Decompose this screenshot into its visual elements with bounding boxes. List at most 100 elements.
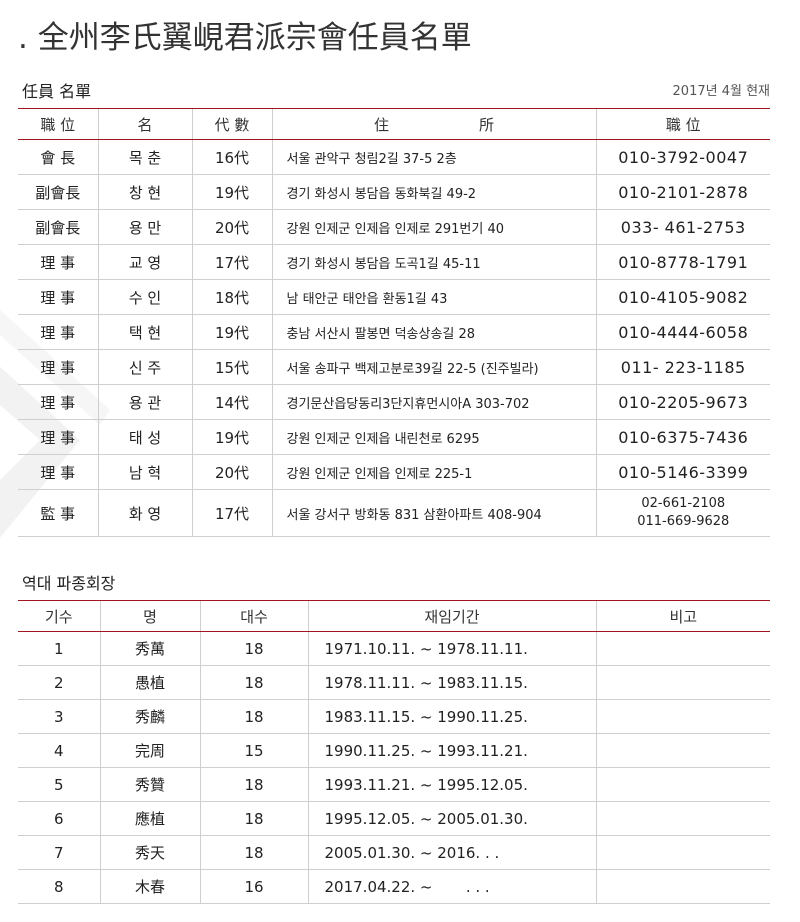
name-cell: 木春 xyxy=(99,869,200,904)
column-header: 住 所 xyxy=(271,108,596,140)
term-period-cell: 1993.11.21. ~ 1995.12.05. xyxy=(307,767,596,802)
position-cell: 副會長 xyxy=(18,174,98,210)
generation-cell: 19代 xyxy=(191,314,272,350)
phone-cell: 010-2205-9673 xyxy=(595,384,770,420)
position-cell: 副會長 xyxy=(18,209,98,245)
address-cell: 경기 화성시 봉담읍 도곡1길 45-11 xyxy=(271,244,596,280)
column-header: 대수 xyxy=(199,600,308,632)
phone-cell: 010-4444-6058 xyxy=(595,314,770,350)
remarks-cell xyxy=(595,665,770,700)
position-cell: 理 事 xyxy=(18,419,98,455)
position-cell: 監 事 xyxy=(18,489,98,537)
generation-cell: 18 xyxy=(199,699,308,734)
term-number-cell: 8 xyxy=(18,869,100,904)
table-row: 3 秀麟 18 1983.11.15. ~ 1990.11.25. xyxy=(18,699,770,734)
table-row: 8 木春 16 2017.04.22. ~ . . . xyxy=(18,869,770,904)
position-cell: 理 事 xyxy=(18,244,98,280)
phone-secondary: 011-669-9628 xyxy=(637,514,730,529)
phone-cell: 010-5146-3399 xyxy=(595,454,770,490)
generation-cell: 15 xyxy=(199,733,308,768)
as-of-date: 2017년 4월 현재 xyxy=(672,84,770,99)
generation-cell: 16 xyxy=(199,869,308,904)
address-cell: 강원 인제군 인제읍 인제로 225-1 xyxy=(271,454,596,490)
position-cell: 理 事 xyxy=(18,279,98,315)
term-number-cell: 5 xyxy=(18,767,100,802)
phone-primary: 02-661-2108 xyxy=(641,496,726,511)
column-header: 비고 xyxy=(595,600,770,632)
officers-section-header: 任員 名單 2017년 4월 현재 xyxy=(22,78,770,104)
generation-cell: 19代 xyxy=(191,419,272,455)
table-row: 4 完周 15 1990.11.25. ~ 1993.11.21. xyxy=(18,733,770,768)
name-cell: 完周 xyxy=(99,733,200,768)
term-number-cell: 1 xyxy=(18,631,100,666)
name-cell: 秀萬 xyxy=(99,631,200,666)
term-period-cell: 1978.11.11. ~ 1983.11.15. xyxy=(307,665,596,700)
column-header: 명 xyxy=(99,600,200,632)
term-period-cell: 1983.11.15. ~ 1990.11.25. xyxy=(307,699,596,734)
position-cell: 會 長 xyxy=(18,139,98,175)
address-cell: 강원 인제군 인제읍 인제로 291번기 40 xyxy=(271,209,596,245)
address-cell: 서울 관악구 청림2길 37-5 2층 xyxy=(271,139,596,175)
name-cell: 용 관 xyxy=(97,384,192,420)
table-row: 5 秀贊 18 1993.11.21. ~ 1995.12.05. xyxy=(18,767,770,802)
table-row: 7 秀天 18 2005.01.30. ~ 2016. . . xyxy=(18,835,770,870)
officers-header-row: 職 位 名 代 數 住 所 職 位 xyxy=(18,108,770,140)
name-cell: 秀天 xyxy=(99,835,200,870)
generation-cell: 19代 xyxy=(191,174,272,210)
column-header: 職 位 xyxy=(18,108,98,140)
column-header: 기수 xyxy=(18,600,100,632)
phone-cell: 010-6375-7436 xyxy=(595,419,770,455)
name-cell: 남 혁 xyxy=(97,454,192,490)
term-period-cell: 2017.04.22. ~ . . . xyxy=(307,869,596,904)
term-number-cell: 7 xyxy=(18,835,100,870)
remarks-cell xyxy=(595,767,770,802)
generation-cell: 18 xyxy=(199,665,308,700)
generation-cell: 15代 xyxy=(191,349,272,385)
term-period-cell: 1990.11.25. ~ 1993.11.21. xyxy=(307,733,596,768)
phone-cell: 010-3792-0047 xyxy=(595,139,770,175)
term-number-cell: 2 xyxy=(18,665,100,700)
table-row: 監 事 화 영 17代 서울 강서구 방화동 831 삼환아파트 408-904… xyxy=(18,489,770,537)
name-cell: 화 영 xyxy=(97,489,192,537)
remarks-cell xyxy=(595,699,770,734)
name-cell: 수 인 xyxy=(97,279,192,315)
column-header: 職 位 xyxy=(595,108,770,140)
position-cell: 理 事 xyxy=(18,384,98,420)
column-header: 재임기간 xyxy=(307,600,596,632)
term-number-cell: 3 xyxy=(18,699,100,734)
address-cell: 충남 서산시 팔봉면 덕송상송길 28 xyxy=(271,314,596,350)
position-cell: 理 事 xyxy=(18,454,98,490)
name-cell: 교 영 xyxy=(97,244,192,280)
remarks-cell xyxy=(595,835,770,870)
table-row: 1 秀萬 18 1971.10.11. ~ 1978.11.11. xyxy=(18,631,770,666)
remarks-cell xyxy=(595,631,770,666)
name-cell: 택 현 xyxy=(97,314,192,350)
term-period-cell: 1995.12.05. ~ 2005.01.30. xyxy=(307,801,596,836)
address-cell: 서울 강서구 방화동 831 삼환아파트 408-904 xyxy=(271,489,596,537)
presidents-section-header: 역대 파종회장 xyxy=(22,570,770,596)
generation-cell: 18 xyxy=(199,801,308,836)
address-cell: 남 태안군 태안읍 환동1길 43 xyxy=(271,279,596,315)
phone-cell: 033- 461-2753 xyxy=(595,209,770,245)
generation-cell: 17代 xyxy=(191,244,272,280)
generation-cell: 18 xyxy=(199,767,308,802)
term-period-cell: 2005.01.30. ~ 2016. . . xyxy=(307,835,596,870)
position-cell: 理 事 xyxy=(18,349,98,385)
phone-cell: 02-661-2108 011-669-9628 xyxy=(595,489,770,537)
table-row: 副會長 창 현 19代 경기 화성시 봉담읍 동화북길 49-2 010-2101-28… xyxy=(18,174,770,210)
table-row: 6 應植 18 1995.12.05. ~ 2005.01.30. xyxy=(18,801,770,836)
generation-cell: 14代 xyxy=(191,384,272,420)
term-number-cell: 4 xyxy=(18,733,100,768)
phone-cell: 010-4105-9082 xyxy=(595,279,770,315)
remarks-cell xyxy=(595,733,770,768)
phone-cell: 011- 223-1185 xyxy=(595,349,770,385)
name-cell: 태 성 xyxy=(97,419,192,455)
presidents-header-row: 기수 명 대수 재임기간 비고 xyxy=(18,600,770,632)
name-cell: 秀贊 xyxy=(99,767,200,802)
generation-cell: 18代 xyxy=(191,279,272,315)
